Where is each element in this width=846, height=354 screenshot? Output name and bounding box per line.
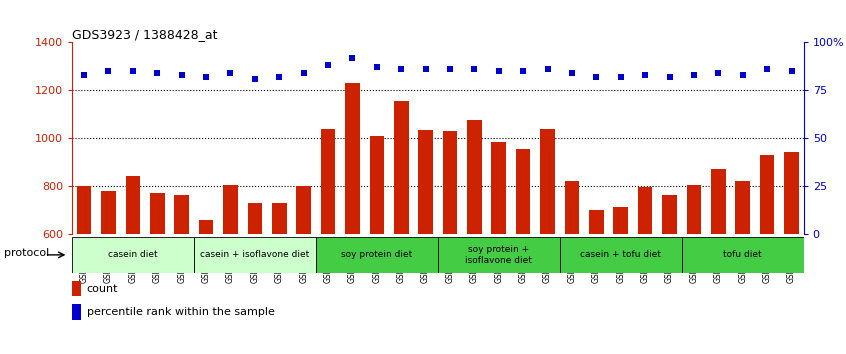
Point — [370, 64, 383, 70]
Bar — [516, 149, 530, 234]
Bar — [438, 237, 560, 273]
Point — [223, 70, 237, 76]
Bar — [345, 83, 360, 234]
Bar — [248, 203, 262, 234]
Point — [468, 67, 481, 72]
Text: count: count — [86, 284, 118, 293]
Bar — [370, 136, 384, 234]
Bar — [589, 210, 604, 234]
Point — [394, 67, 408, 72]
Point — [492, 68, 506, 74]
Bar — [442, 131, 458, 234]
Point — [346, 55, 360, 61]
Point — [761, 67, 774, 72]
Point — [248, 76, 261, 82]
Bar — [662, 195, 677, 234]
Point — [419, 67, 432, 72]
Bar — [467, 120, 481, 234]
Point — [77, 72, 91, 78]
Bar — [199, 221, 213, 234]
Bar — [394, 101, 409, 234]
Point — [443, 67, 457, 72]
Bar — [77, 186, 91, 234]
Bar — [687, 185, 701, 234]
Bar — [174, 195, 189, 234]
Bar — [72, 280, 81, 297]
Point — [297, 70, 310, 76]
Text: percentile rank within the sample: percentile rank within the sample — [86, 307, 274, 318]
Point — [175, 72, 189, 78]
Point — [516, 68, 530, 74]
Bar — [72, 237, 194, 273]
Point — [687, 72, 700, 78]
Point — [541, 67, 554, 72]
Bar — [296, 186, 311, 234]
Bar — [194, 237, 316, 273]
Point — [785, 68, 799, 74]
Point — [590, 74, 603, 80]
Bar — [560, 237, 682, 273]
Bar — [711, 169, 726, 234]
Point — [736, 72, 750, 78]
Bar — [760, 155, 774, 234]
Text: soy protein +
isoflavone diet: soy protein + isoflavone diet — [465, 245, 532, 264]
Point — [151, 70, 164, 76]
Point — [126, 68, 140, 74]
Point — [711, 70, 725, 76]
Bar — [150, 194, 165, 234]
Text: soy protein diet: soy protein diet — [341, 250, 413, 259]
Point — [565, 70, 579, 76]
Text: protocol: protocol — [3, 248, 49, 258]
Point — [614, 74, 628, 80]
Point — [662, 74, 676, 80]
Bar — [735, 181, 750, 234]
Bar — [72, 304, 81, 320]
Bar — [102, 191, 116, 234]
Point — [102, 68, 115, 74]
Point — [200, 74, 213, 80]
Point — [639, 72, 652, 78]
Point — [321, 63, 335, 68]
Point — [272, 74, 286, 80]
Text: GDS3923 / 1388428_at: GDS3923 / 1388428_at — [72, 28, 217, 41]
Bar — [316, 237, 438, 273]
Bar — [638, 187, 652, 234]
Text: tofu diet: tofu diet — [723, 250, 762, 259]
Text: casein + tofu diet: casein + tofu diet — [580, 250, 662, 259]
Bar — [541, 129, 555, 234]
Bar — [564, 181, 580, 234]
Bar — [492, 142, 506, 234]
Bar — [682, 237, 804, 273]
Text: casein + isoflavone diet: casein + isoflavone diet — [201, 250, 310, 259]
Bar — [321, 129, 335, 234]
Bar — [418, 130, 433, 234]
Bar — [613, 207, 628, 234]
Bar — [784, 152, 799, 234]
Bar — [125, 176, 140, 234]
Bar — [272, 203, 287, 234]
Bar — [223, 185, 238, 234]
Text: casein diet: casein diet — [108, 250, 157, 259]
